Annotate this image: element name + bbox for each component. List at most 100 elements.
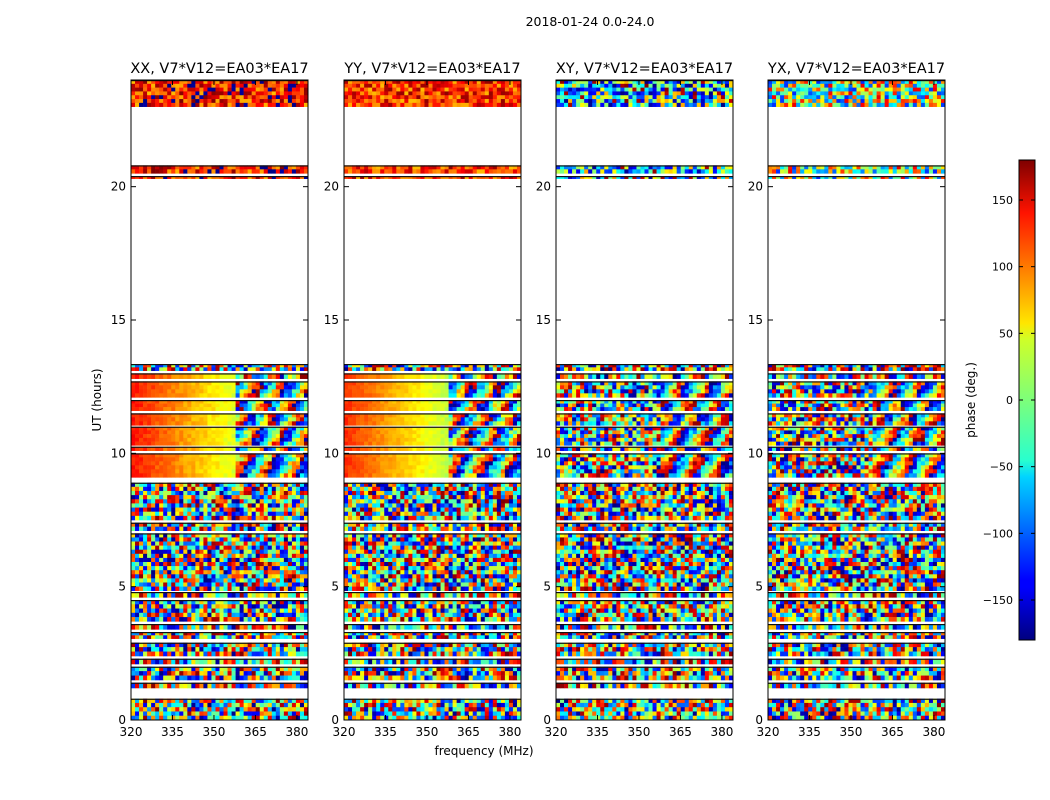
heatmap-cell: [155, 604, 160, 609]
heatmap-cell: [356, 707, 361, 712]
heatmap-cell: [283, 393, 289, 398]
heatmap-cell: [464, 608, 469, 614]
heatmap-cell: [424, 647, 429, 652]
heatmap-cell: [159, 549, 164, 555]
heatmap-cell: [388, 557, 393, 563]
heatmap-cell: [287, 541, 293, 546]
heatmap-cell: [295, 457, 301, 462]
heatmap-cell: [235, 87, 240, 92]
heatmap-cell: [420, 658, 425, 665]
heatmap-cell: [131, 465, 136, 470]
heatmap-cell: [187, 675, 192, 681]
heatmap-cell: [267, 682, 273, 689]
heatmap-cell: [151, 99, 156, 104]
heatmap-cell: [191, 666, 196, 672]
heatmap-cell: [139, 632, 144, 636]
heatmap-cell: [376, 537, 381, 542]
heatmap-cell: [492, 608, 498, 614]
heatmap-cell: [291, 582, 297, 587]
heatmap-cell: [191, 715, 196, 721]
heatmap-cell: [299, 702, 305, 708]
heatmap-cell: [151, 499, 156, 504]
heatmap-cell: [239, 515, 244, 521]
heatmap-cell: [271, 511, 277, 517]
heatmap-cell: [396, 651, 401, 657]
heatmap-cell: [275, 102, 281, 107]
heatmap-cell: [283, 499, 289, 504]
heatmap-cell: [235, 698, 240, 704]
heatmap-cell: [147, 403, 152, 408]
heatmap-cell: [279, 169, 285, 174]
heatmap-cell: [207, 545, 212, 551]
heatmap-cell: [456, 608, 461, 614]
heatmap-cell: [368, 658, 373, 665]
heatmap-cell: [468, 592, 474, 598]
heatmap-cell: [199, 421, 204, 426]
heatmap-cell: [235, 381, 240, 386]
heatmap-cell: [303, 541, 309, 546]
heatmap-cell: [251, 364, 256, 368]
heatmap-cell: [159, 169, 164, 174]
heatmap-cell: [227, 473, 232, 478]
heatmap-cell: [283, 503, 289, 508]
heatmap-cell: [283, 698, 289, 704]
heatmap-cell: [219, 176, 224, 179]
heatmap-cell: [195, 545, 200, 551]
heatmap-cell: [235, 430, 240, 435]
heatmap-cell: [215, 549, 220, 555]
heatmap-cell: [500, 666, 506, 672]
heatmap-cell: [163, 707, 168, 712]
heatmap-cell: [464, 658, 469, 665]
heatmap-cell: [303, 642, 309, 648]
heatmap-cell: [207, 582, 212, 587]
heatmap-cell: [227, 562, 232, 567]
heatmap-cell: [191, 515, 196, 521]
heatmap-cell: [504, 707, 510, 712]
heatmap-cell: [416, 541, 421, 546]
heatmap-cell: [295, 570, 301, 575]
heatmap-cell: [275, 612, 281, 618]
heatmap-cell: [175, 385, 180, 390]
heatmap-cell: [279, 381, 285, 386]
heatmap-cell: [183, 83, 188, 88]
heatmap-cell: [275, 473, 281, 478]
heatmap-cell: [492, 647, 498, 652]
heatmap-cell: [412, 671, 417, 676]
heatmap-cell: [291, 413, 297, 418]
heatmap-cell: [416, 702, 421, 708]
heatmap-cell: [271, 658, 277, 665]
heatmap-cell: [255, 522, 261, 527]
heatmap-cell: [195, 566, 200, 571]
heatmap-cell: [508, 562, 514, 567]
heatmap-cell: [460, 562, 465, 567]
heatmap-cell: [275, 507, 281, 513]
heatmap-cell: [135, 91, 140, 96]
heatmap-cell: [199, 604, 204, 609]
heatmap-cell: [187, 608, 192, 614]
heatmap-cell: [139, 482, 144, 488]
heatmap-cell: [155, 612, 160, 618]
heatmap-cell: [271, 83, 277, 88]
heatmap-cell: [287, 102, 293, 107]
heatmap-cell: [203, 522, 208, 527]
heatmap-cell: [219, 499, 224, 504]
heatmap-cell: [155, 533, 160, 538]
heatmap-cell: [199, 434, 204, 439]
heatmap-cell: [468, 541, 474, 546]
heatmap-cell: [239, 632, 244, 636]
heatmap-cell: [243, 507, 248, 513]
heatmap-cell: [259, 666, 265, 672]
heatmap-cell: [512, 698, 518, 704]
heatmap-cell: [408, 604, 413, 609]
heatmap-cell: [227, 632, 232, 636]
heatmap-cell: [255, 503, 261, 508]
heatmap-cell: [271, 666, 277, 672]
heatmap-cell: [159, 526, 164, 531]
heatmap-cell: [215, 511, 220, 517]
heatmap-cell: [271, 403, 277, 408]
heatmap-cell: [195, 553, 200, 559]
heatmap-cell: [279, 490, 285, 496]
heatmap-cell: [179, 707, 184, 712]
heatmap-cell: [291, 541, 297, 546]
heatmap-cell: [251, 490, 256, 496]
